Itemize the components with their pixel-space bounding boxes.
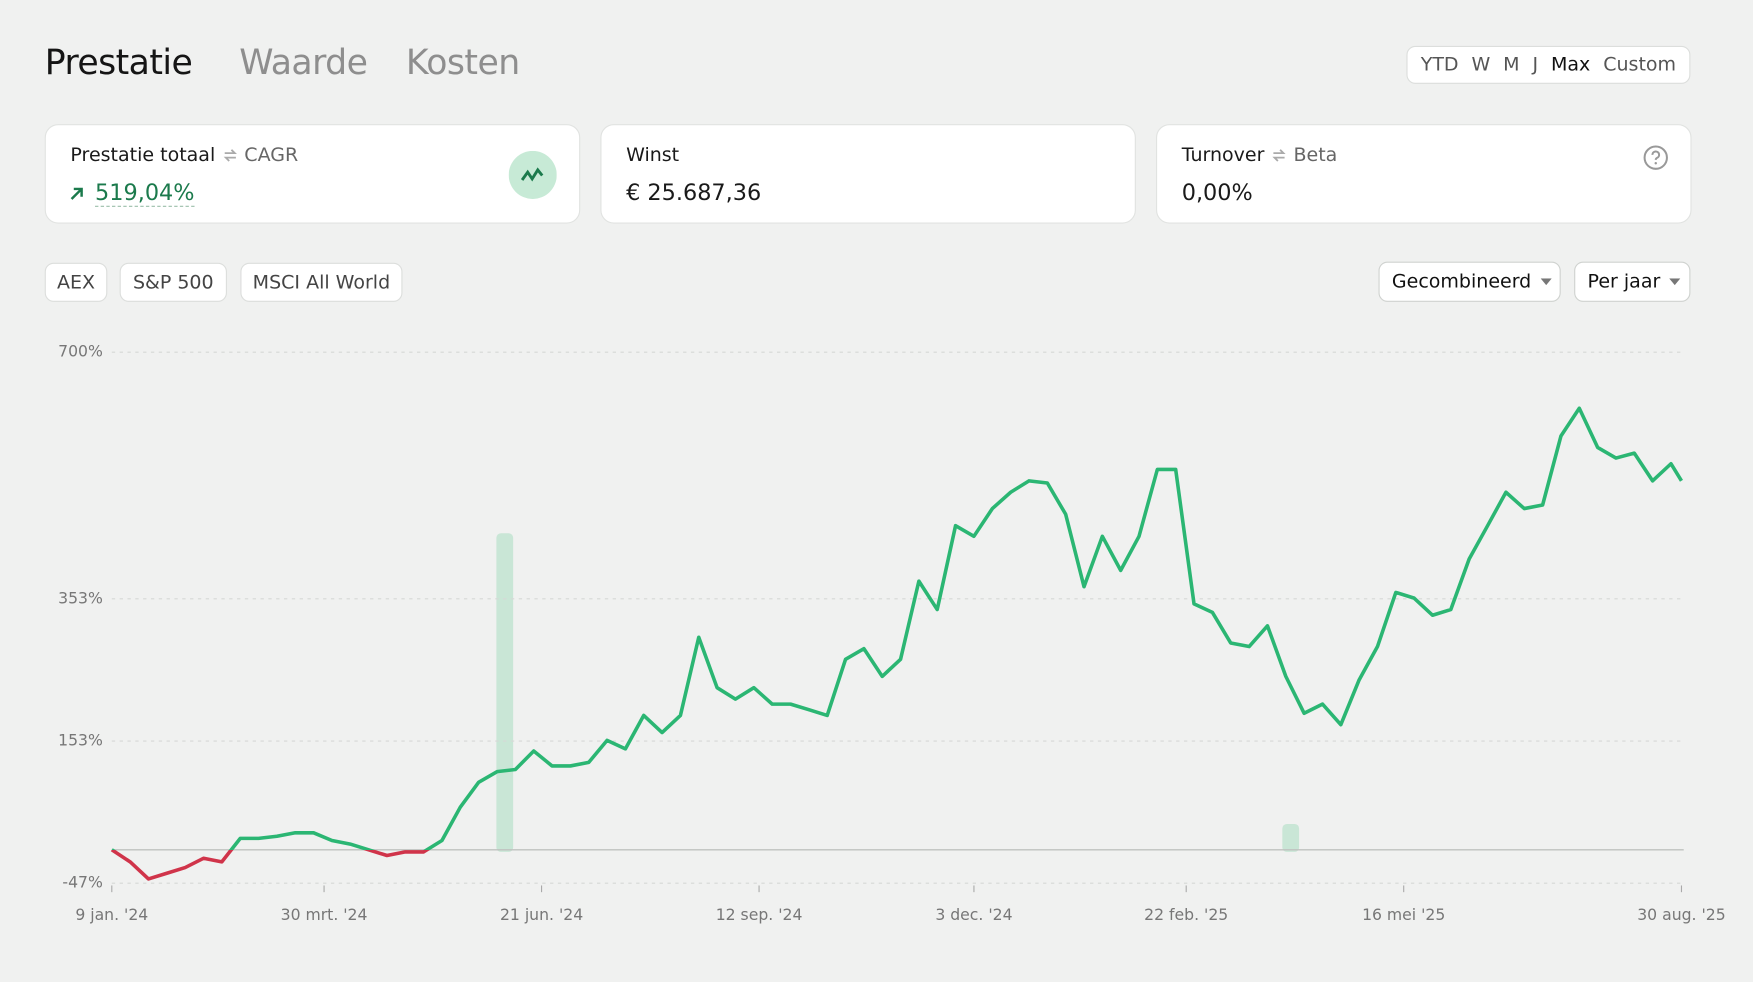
- dropdown[interactable]: Gecombineerd: [1378, 261, 1561, 302]
- range-option[interactable]: YTD: [1420, 53, 1459, 77]
- range-option[interactable]: W: [1471, 53, 1491, 77]
- stat-card: Winst € 25.687,36: [600, 124, 1136, 224]
- help-icon[interactable]: [1642, 144, 1669, 171]
- x-tick-label: 30 mrt. '24: [281, 905, 368, 924]
- y-tick-label: 353%: [58, 588, 103, 607]
- card-value: 519,04%: [95, 178, 195, 207]
- card-value: € 25.687,36: [626, 178, 762, 206]
- up-arrow-icon: [70, 187, 83, 200]
- card-alt-label[interactable]: CAGR: [244, 144, 299, 167]
- trend-icon: [508, 150, 557, 200]
- x-tick-label: 16 mei '25: [1362, 905, 1445, 924]
- range-selector: YTD W M J Max Custom: [1406, 45, 1691, 84]
- x-tick-label: 22 feb. '25: [1144, 905, 1228, 924]
- x-tick-label: 3 dec. '24: [935, 905, 1012, 924]
- swap-icon[interactable]: [222, 148, 238, 164]
- dropdown-label: Gecombineerd: [1391, 270, 1532, 293]
- dropdown[interactable]: Per jaar: [1574, 261, 1691, 302]
- y-tick-label: 153%: [58, 731, 103, 750]
- stat-card: Prestatie totaal CAGR 519,04%: [44, 124, 581, 224]
- caret: [1540, 278, 1552, 286]
- card-label: Winst: [626, 144, 680, 167]
- range-option[interactable]: M: [1503, 53, 1520, 77]
- tab[interactable]: Kosten: [405, 42, 520, 83]
- event-highlight: [496, 533, 514, 852]
- card-value: 0,00%: [1181, 178, 1253, 206]
- dropdown-label: Per jaar: [1587, 270, 1661, 293]
- x-tick-label: 30 aug. '25: [1637, 905, 1725, 924]
- tab[interactable]: Prestatie: [44, 42, 193, 83]
- tab[interactable]: Waarde: [239, 42, 368, 83]
- x-tick-label: 12 sep. '24: [716, 905, 803, 924]
- range-option[interactable]: J: [1532, 53, 1539, 77]
- swap-icon[interactable]: [1271, 148, 1287, 164]
- range-option[interactable]: Custom: [1603, 53, 1677, 77]
- benchmark-chip[interactable]: MSCI All World: [240, 262, 403, 302]
- range-option[interactable]: Max: [1551, 53, 1591, 77]
- x-tick-label: 21 jun. '24: [500, 905, 583, 924]
- stat-card: Turnover Beta 0,00%: [1156, 124, 1692, 224]
- benchmark-chip[interactable]: S&P 500: [119, 262, 227, 302]
- y-tick-label: 700%: [58, 342, 103, 361]
- event-highlight: [1282, 823, 1300, 852]
- card-label: Prestatie totaal: [70, 144, 216, 167]
- card-alt-label[interactable]: Beta: [1293, 144, 1338, 167]
- benchmark-chip[interactable]: AEX: [44, 262, 108, 302]
- caret: [1669, 278, 1681, 286]
- x-tick-label: 9 jan. '24: [75, 905, 148, 924]
- card-label: Turnover: [1181, 144, 1265, 167]
- y-tick-label: -47%: [62, 873, 102, 892]
- performance-line: [110, 406, 1683, 881]
